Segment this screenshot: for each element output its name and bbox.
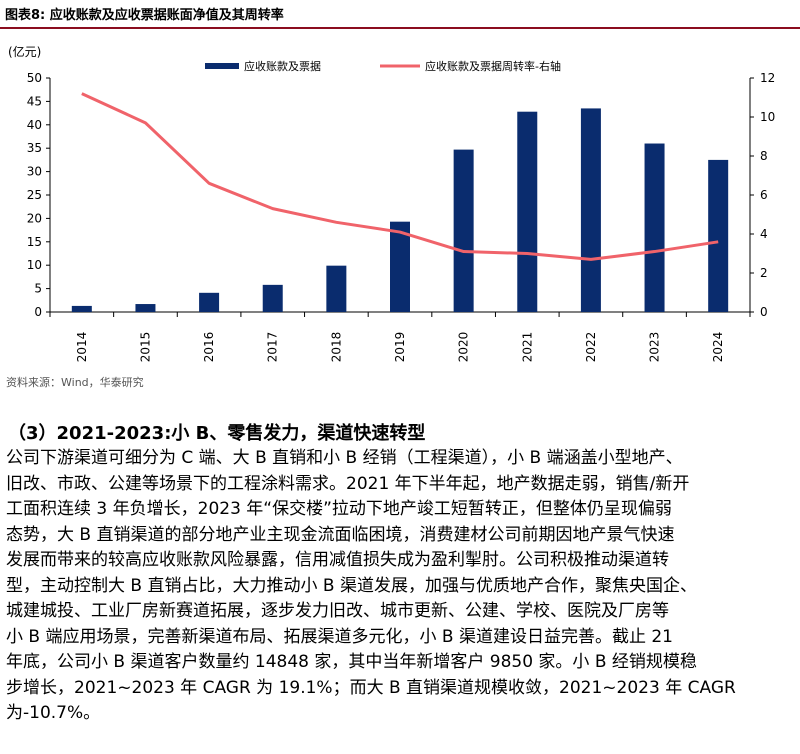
- x-axis-tick-label: 2020: [457, 332, 471, 363]
- bar-2016: [199, 292, 220, 312]
- left-axis-tick-label: 40: [27, 118, 42, 132]
- body-line: 态势，大 B 直销渠道的部分地产业主现金流面临困境，消费建材公司前期因地产景气快…: [6, 524, 675, 545]
- bar-2015: [135, 304, 156, 312]
- bar-2017: [262, 284, 283, 312]
- x-axis-tick-label: 2015: [138, 332, 152, 363]
- body-line: 城建城投、工业厂房新赛道拓展，逐步发力旧改、城市更新、公建、学校、医院及厂房等: [6, 601, 669, 621]
- bar-2020: [453, 149, 474, 312]
- body-line: 公司下游渠道可细分为 C 端、大 B 直销和小 B 经销（工程渠道），小 B 端…: [6, 448, 683, 468]
- tick-labels: 0 5 10 15 20 25 30 35 40 45 50 0 2 4 6 8 10 12 2014 2015 201…: [27, 71, 776, 362]
- x-axis-tick-label: 2022: [584, 332, 598, 363]
- bar-2014: [71, 305, 92, 312]
- body-line: 年底，公司小 B 渠道客户数量约 14848 家，其中当年新增客户 9850 家…: [6, 652, 697, 672]
- x-axis-tick-label: 2017: [266, 332, 280, 363]
- bar-series: [71, 108, 729, 312]
- title-divider: [0, 27, 800, 29]
- figure-source: 资料来源：Wind，华泰研究: [6, 376, 144, 389]
- bar-2019: [390, 221, 410, 312]
- body-line: 为-10.7%。: [6, 703, 101, 723]
- left-axis-tick-label: 15: [27, 235, 42, 249]
- right-axis-tick-label: 6: [760, 188, 768, 202]
- legend-bar-label: 应收账款及票据: [244, 59, 321, 73]
- body-paragraph: 公司下游渠道可细分为 C 端、大 B 直销和小 B 经销（工程渠道），小 B 端…: [6, 446, 796, 727]
- x-axis-tick-label: 2021: [520, 332, 534, 363]
- body-line: 发展而带来的较高应收账款风险暴露，信用减值损失成为盈利掣肘。公司积极推动渠道转: [6, 550, 669, 570]
- bar-2024: [708, 159, 729, 312]
- right-axis-tick-label: 12: [760, 71, 775, 85]
- left-axis-tick-label: 10: [27, 258, 42, 272]
- legend-bar-swatch: [205, 63, 239, 69]
- x-axis-tick-label: 2024: [711, 332, 725, 363]
- x-axis-tick-label: 2014: [75, 332, 89, 363]
- right-axis-tick-label: 0: [760, 305, 768, 319]
- left-axis-tick-label: 45: [27, 94, 42, 108]
- right-axis-tick-label: 8: [760, 149, 768, 163]
- chart: (亿元) 应收账款及票据 应收账款及票据周转率-右轴 0510152025303…: [8, 44, 776, 362]
- left-axis-tick-label: 0: [34, 305, 42, 319]
- body-line: 小 B 端应用场景，完善新渠道布局、拓展渠道多元化，小 B 渠道建设日益完善。截…: [6, 626, 673, 647]
- body-line: 型，主动控制大 B 直销占比，大力推动小 B 渠道发展，加强与优质地产合作，聚焦…: [6, 575, 697, 596]
- left-axis-tick-label: 35: [27, 141, 42, 155]
- x-axis-tick-label: 2019: [393, 332, 407, 363]
- section-heading: （3）2021-2023:小 B、零售发力，渠道快速转型: [8, 423, 426, 444]
- bar-2018: [326, 265, 347, 312]
- left-axis-tick-label: 5: [34, 282, 42, 296]
- x-axis-tick-label: 2023: [648, 332, 662, 363]
- left-axis-tick-label: 30: [27, 165, 42, 179]
- body-line: 旧改、市政、公建等场景下的工程涂料需求。2021 年下半年起，地产数据走弱，销售…: [6, 473, 690, 494]
- left-axis-tick-label: 50: [27, 71, 42, 85]
- right-axis-tick-label: 10: [760, 110, 775, 124]
- right-axis-tick-label: 2: [760, 266, 768, 280]
- bar-2021: [517, 111, 538, 312]
- x-axis-tick-label: 2016: [202, 332, 216, 363]
- left-axis-tick-label: 25: [27, 188, 42, 202]
- bar-2023: [644, 143, 665, 312]
- legend-line-label: 应收账款及票据周转率-右轴: [425, 59, 561, 73]
- legend: 应收账款及票据 应收账款及票据周转率-右轴: [205, 59, 561, 73]
- left-axis-unit-label: (亿元): [8, 44, 41, 59]
- bar-2022: [580, 108, 601, 312]
- left-axis-tick-label: 20: [27, 211, 42, 225]
- right-axis-tick-label: 4: [760, 227, 768, 241]
- figure-title: 图表8: 应收账款及应收票据账面净值及其周转率: [5, 8, 284, 23]
- body-line: 工面积连续 3 年负增长，2023 年“保交楼”拉动下地产竣工短暂转正，但整体仍…: [6, 499, 672, 519]
- body-line: 步增长，2021~2023 年 CAGR 为 19.1%；而大 B 直销渠道规模…: [6, 677, 736, 698]
- x-axis-tick-label: 2018: [329, 332, 343, 363]
- line-series: [81, 92, 719, 261]
